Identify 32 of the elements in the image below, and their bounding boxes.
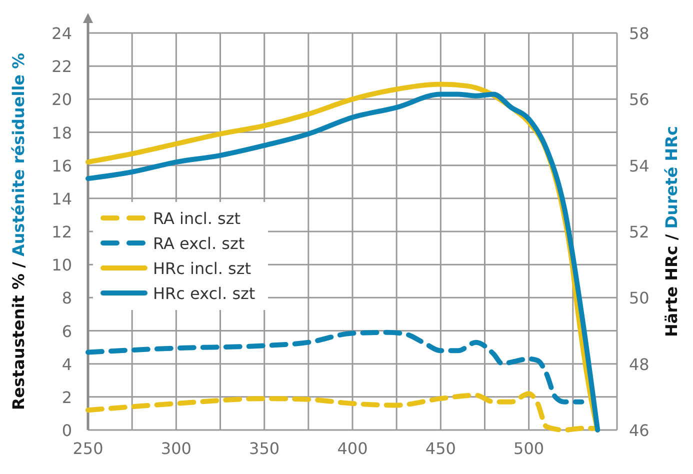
x-tick-label: 250	[72, 439, 104, 458]
y-tick-label: 4	[62, 354, 72, 374]
y-tick-label: 6	[62, 322, 72, 341]
legend-label: HRc incl. szt	[153, 259, 252, 278]
y2-axis-title: Härte HRc / Dureté HRc	[662, 126, 681, 338]
x-tick-label: 500	[514, 439, 544, 458]
y2-tick-label: 54	[629, 156, 650, 176]
y-tick-label: 12	[52, 222, 72, 242]
y-tick-label: 20	[52, 90, 72, 110]
y-tick-label: 16	[52, 156, 72, 176]
y2-tick-label: 52	[629, 222, 650, 242]
y2-tick-label: 56	[629, 90, 650, 110]
y-tick-label: 8	[62, 288, 72, 308]
y-tick-label: 2	[62, 388, 72, 407]
y-tick-label: 18	[52, 123, 72, 142]
y-tick-label: 10	[52, 256, 72, 275]
y2-tick-label: 50	[629, 288, 650, 308]
x-tick-label: 350	[249, 439, 280, 458]
x-tick-label: 400	[337, 439, 368, 458]
y2-tick-label: 58	[629, 24, 650, 43]
y2-tick-label: 48	[629, 354, 650, 374]
y-tick-label: 22	[52, 57, 72, 76]
y2-tick-label: 46	[629, 421, 650, 440]
legend-label: RA excl. szt	[153, 234, 245, 253]
x-tick-label: 300	[160, 439, 192, 458]
legend-label: HRc excl. szt	[153, 284, 256, 303]
y-axis-title: Restaustenit % / Austénite résiduelle %	[9, 52, 28, 410]
y-tick-label: 24	[52, 24, 72, 43]
x-tick-label: 450	[425, 439, 456, 458]
y-tick-label: 0	[62, 421, 72, 440]
y-tick-label: 14	[52, 189, 72, 208]
legend-label: RA incl. szt	[153, 209, 241, 228]
